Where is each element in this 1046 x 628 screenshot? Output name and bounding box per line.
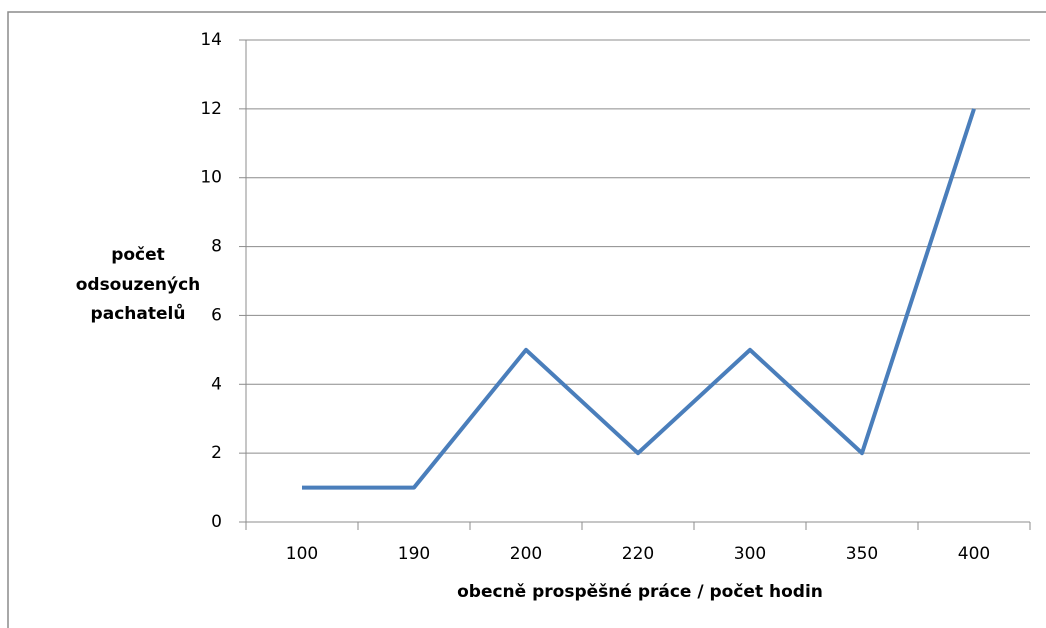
- line-series: [302, 108, 976, 490]
- x-tick-label: 100: [286, 544, 318, 564]
- y-axis-label-line: počet: [111, 245, 165, 265]
- y-tick-label: 14: [200, 30, 222, 50]
- x-tick-label: 350: [846, 544, 878, 564]
- x-tick-label: 300: [734, 544, 766, 564]
- y-axis-label: počet odsouzených pachatelů: [76, 245, 201, 324]
- x-tick-label: 400: [958, 544, 990, 564]
- y-tick-label: 0: [211, 512, 222, 532]
- y-axis-label-line: odsouzených: [76, 275, 201, 295]
- y-tick-label: 4: [211, 374, 222, 394]
- y-axis-label-line: pachatelů: [91, 302, 186, 324]
- x-axis-label: obecně prospěšné práce / počet hodin: [457, 582, 823, 602]
- x-tick-label: 200: [510, 544, 542, 564]
- x-tick-label: 190: [398, 544, 430, 564]
- y-tick-label: 8: [211, 237, 222, 257]
- x-tick-label: 220: [622, 544, 654, 564]
- y-tick-label: 10: [200, 168, 222, 188]
- y-tick-label: 2: [211, 443, 222, 463]
- y-tick-label: 12: [200, 99, 222, 119]
- chart-frame: [7, 11, 1046, 628]
- y-tick-label: 6: [211, 305, 222, 325]
